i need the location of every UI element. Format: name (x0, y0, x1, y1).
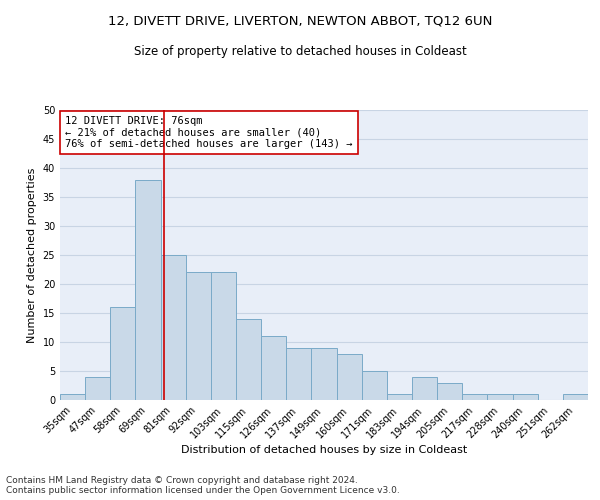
Bar (161, 255, 186, 400)
Bar (512, 394, 538, 400)
Text: 12, DIVETT DRIVE, LIVERTON, NEWTON ABBOT, TQ12 6UN: 12, DIVETT DRIVE, LIVERTON, NEWTON ABBOT… (108, 15, 492, 28)
Bar (110, 307, 136, 400)
Text: Contains HM Land Registry data © Crown copyright and database right 2024.
Contai: Contains HM Land Registry data © Crown c… (6, 476, 400, 495)
Bar (286, 348, 311, 400)
Text: 12 DIVETT DRIVE: 76sqm
← 21% of detached houses are smaller (40)
76% of semi-det: 12 DIVETT DRIVE: 76sqm ← 21% of detached… (65, 116, 353, 149)
Bar (236, 319, 261, 400)
Bar (362, 371, 387, 400)
Bar (462, 394, 487, 400)
Bar (437, 382, 462, 400)
Bar (311, 348, 337, 400)
Bar (487, 394, 512, 400)
Bar (186, 272, 211, 400)
Bar (211, 272, 236, 400)
Bar (412, 377, 437, 400)
Bar (136, 180, 161, 400)
X-axis label: Distribution of detached houses by size in Coldeast: Distribution of detached houses by size … (181, 446, 467, 456)
Bar (337, 354, 362, 400)
Text: Size of property relative to detached houses in Coldeast: Size of property relative to detached ho… (134, 45, 466, 58)
Bar (85, 377, 110, 400)
Bar (60, 394, 85, 400)
Bar (261, 336, 286, 400)
Bar (563, 394, 588, 400)
Bar (387, 394, 412, 400)
Y-axis label: Number of detached properties: Number of detached properties (27, 168, 37, 342)
